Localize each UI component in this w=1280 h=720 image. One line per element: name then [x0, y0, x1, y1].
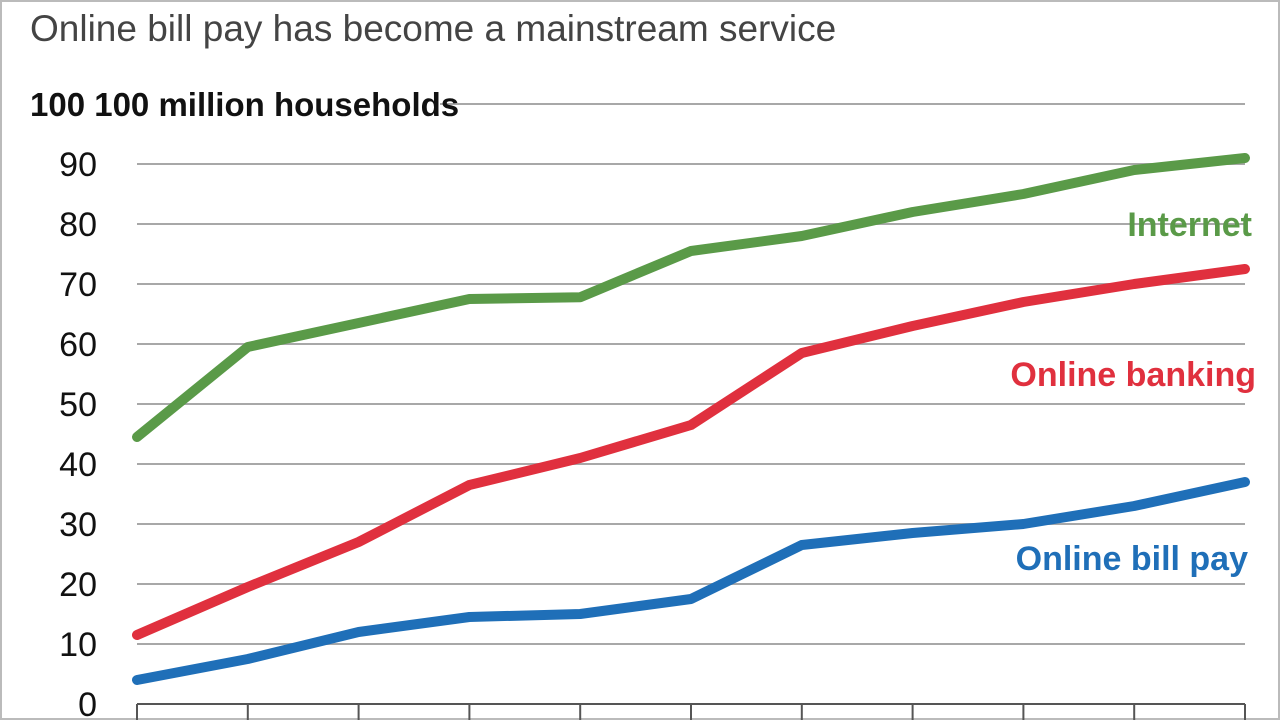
y-tick-label: 30	[59, 506, 97, 544]
y-tick-label: 60	[59, 326, 97, 364]
series-label-internet: Internet	[1127, 206, 1252, 244]
y-axis-label: 100 100 million households	[30, 86, 459, 123]
series-line-online-bill-pay	[132, 477, 1250, 685]
series-label-online-banking: Online banking	[1010, 356, 1256, 394]
y-tick-label: 50	[59, 386, 97, 424]
y-tick-label: 10	[59, 626, 97, 664]
y-tick-label: 0	[78, 686, 97, 720]
y-tick-label: 20	[59, 566, 97, 604]
series-label-online-bill-pay: Online bill pay	[1016, 540, 1248, 578]
y-tick-label: 80	[59, 206, 97, 244]
series-line-internet	[132, 153, 1250, 442]
chart-title: Online bill pay has become a mainstream …	[30, 8, 837, 49]
y-tick-label: 90	[59, 146, 97, 184]
y-tick-label: 70	[59, 266, 97, 304]
y-tick-label: 40	[59, 446, 97, 484]
series-line-online-banking	[132, 264, 1250, 640]
